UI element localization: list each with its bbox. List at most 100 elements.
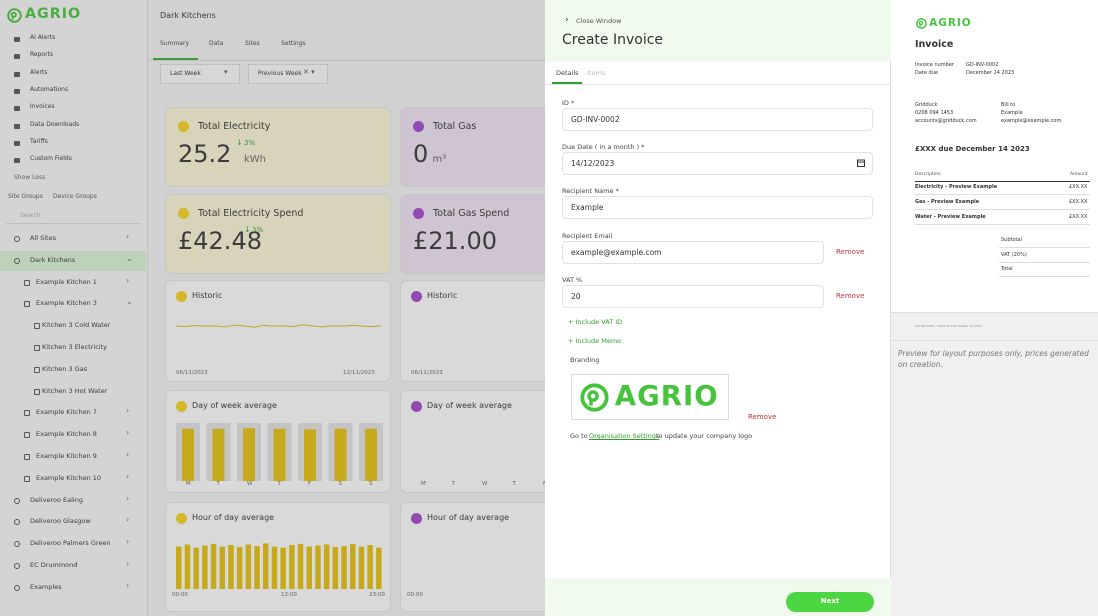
page-tab[interactable]: Settings [281, 40, 306, 47]
form-tab[interactable]: Items [587, 69, 606, 77]
next-button[interactable]: Next [786, 592, 874, 612]
axis-label: F [543, 481, 546, 487]
tree-item[interactable]: Example Kitchen 1 [36, 277, 97, 286]
field-label: ID * [562, 99, 575, 107]
card-title: Total Electricity [198, 121, 271, 132]
group-tab[interactable]: Device Groups [53, 193, 97, 200]
text-input[interactable] [562, 108, 873, 131]
tree-caret: › [126, 559, 130, 568]
card-title: Hour of day average [427, 513, 510, 522]
tree-item[interactable]: Dark Kitchens [30, 255, 76, 264]
historic-line [175, 324, 382, 328]
row-rule [915, 209, 1090, 210]
card: Day of week average M T W T F [400, 390, 570, 493]
filter-box[interactable] [248, 64, 328, 84]
logo-icon [7, 8, 22, 23]
menu-item[interactable]: Automations [30, 85, 69, 93]
field-label: Due Date ( in a month ) * [562, 143, 645, 151]
tab-divider [148, 60, 545, 61]
bar [273, 428, 286, 481]
menu-item[interactable]: AI Alerts [30, 34, 56, 41]
search-input[interactable]: Search [20, 212, 41, 219]
tree-item[interactable]: Example Kitchen 3 [36, 299, 97, 308]
menu-item[interactable]: Custom Fields [30, 155, 72, 163]
card-icon [413, 208, 424, 219]
page-tab[interactable]: Summary [160, 40, 189, 47]
card-icon [178, 121, 189, 132]
tree-item[interactable]: All Sites [30, 234, 56, 242]
tree-caret: ⌄ [126, 253, 133, 263]
total-label: Total [1001, 266, 1013, 272]
next-label[interactable]: Next [820, 597, 840, 605]
from-line: 0208 094 1453 [915, 110, 954, 116]
menu-item[interactable]: Data Downloads [30, 120, 80, 128]
meta-value: GD-INV-0002 [966, 62, 999, 68]
form-tab[interactable]: Details [556, 69, 579, 77]
tree-icon [24, 279, 30, 286]
show-less[interactable]: Show Less [14, 174, 46, 181]
tree-caret: › [126, 406, 130, 416]
page-tab[interactable]: Data [209, 40, 224, 47]
tree-item[interactable]: Example Kitchen 8 [36, 430, 97, 439]
include-vat-id[interactable]: + Include VAT ID [568, 318, 623, 326]
text-input[interactable] [562, 285, 824, 308]
text-input[interactable] [562, 152, 873, 175]
filter[interactable]: Previous Week [258, 70, 302, 77]
close-window[interactable]: Close Window [576, 17, 622, 25]
invoice-form-panel: › Close Window Create Invoice Details Items I… [545, 0, 891, 616]
input-value: GD-INV-0002 [571, 115, 620, 124]
tree-item[interactable]: Deliveroo Glasgow [30, 517, 91, 526]
tree-item[interactable]: Example Kitchen 9 [36, 452, 97, 460]
card-title: Historic [427, 291, 458, 300]
form-tab-underline [552, 82, 582, 84]
remove-button[interactable]: Remove [748, 413, 777, 421]
tree-item[interactable]: Kitchen 3 Cold Water [42, 321, 111, 330]
tree-icon [14, 541, 20, 548]
tree-icon [24, 432, 30, 439]
caret: ▾ [224, 68, 228, 76]
input-value: Example [571, 203, 604, 212]
bar [367, 545, 373, 589]
bar [210, 543, 217, 589]
group-tab[interactable]: Site Groups [8, 193, 43, 200]
remove-button[interactable]: Remove [836, 292, 865, 300]
filter-box[interactable] [160, 64, 240, 84]
text-input[interactable] [562, 196, 873, 219]
tree-item[interactable]: Example Kitchen 7 [36, 408, 97, 417]
card-icon [411, 513, 422, 524]
include-memo[interactable]: + Include Memo [568, 337, 622, 345]
text-input[interactable] [562, 241, 824, 264]
note: to update your company logo [656, 432, 753, 440]
table-head: Description [915, 172, 941, 177]
filter[interactable]: Last Week [170, 70, 201, 77]
menu-icon [14, 54, 20, 60]
logo-dot [918, 20, 924, 26]
menu-item[interactable]: Tariffs [30, 137, 48, 145]
tree-icon [14, 563, 20, 569]
tree-item[interactable]: Kitchen 3 Electricity [42, 343, 107, 351]
bar [341, 546, 347, 589]
tree-item[interactable]: Deliveroo Palmers Green [30, 539, 111, 548]
menu-item[interactable]: Alerts [30, 68, 48, 76]
remove-button[interactable]: Remove [836, 248, 865, 256]
menu-item[interactable]: Reports [30, 51, 54, 59]
tree-item[interactable]: Kitchen 3 Hot Water [42, 386, 108, 395]
bar [182, 428, 194, 481]
row-amount: £XX.XX [1069, 184, 1088, 190]
card-value: 0 [413, 140, 429, 168]
tree-caret: › [126, 515, 130, 525]
tree-item[interactable]: Kitchen 3 Gas [42, 364, 88, 373]
axis-label: F [308, 481, 312, 487]
settings-link[interactable]: Organisation Settings [589, 432, 660, 440]
row-rule [915, 224, 1090, 225]
bar [243, 428, 255, 481]
branding-logo-box: AGRIO [571, 374, 729, 420]
tree-item[interactable]: Example Kitchen 10 [36, 473, 102, 482]
tree-item[interactable]: Deliveroo Ealing [30, 495, 83, 504]
field-label: Recipient Email [562, 232, 613, 240]
tree-item[interactable]: EC Drummond [30, 561, 78, 569]
page-tab[interactable]: Sites [245, 40, 260, 47]
menu-item[interactable]: Invoices [30, 103, 55, 111]
tree-item[interactable]: Examples [30, 582, 62, 591]
card: Historic 06/11/2023 12/11/2023 [165, 280, 391, 382]
